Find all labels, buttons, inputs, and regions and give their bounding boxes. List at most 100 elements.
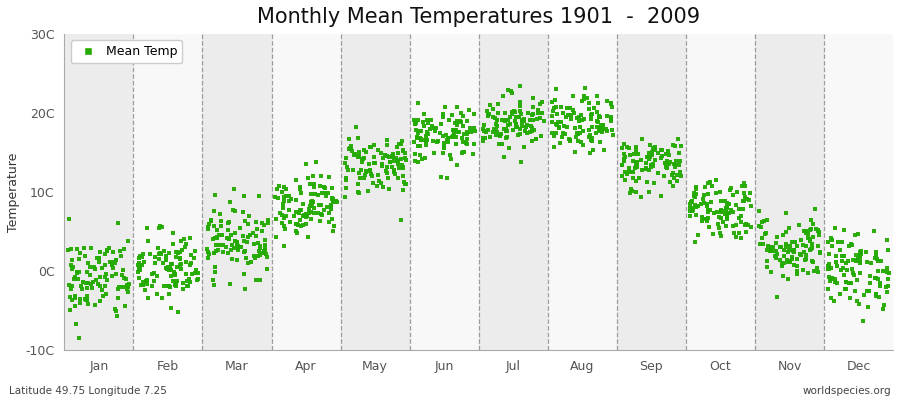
Point	[617, 156, 632, 162]
Point	[443, 152, 457, 158]
Point	[492, 133, 507, 140]
Point	[436, 144, 451, 151]
Point	[788, 238, 802, 245]
Point	[764, 269, 778, 275]
Point	[208, 192, 222, 198]
Point	[341, 136, 356, 142]
Point	[341, 167, 356, 174]
Point	[838, 260, 852, 266]
Point	[94, 287, 109, 293]
Point	[722, 201, 736, 207]
Point	[190, 269, 204, 276]
Point	[735, 198, 750, 204]
Point	[781, 247, 796, 254]
Point	[184, 260, 199, 266]
Point	[531, 107, 545, 113]
Point	[505, 90, 519, 96]
Point	[604, 117, 618, 124]
Point	[185, 271, 200, 277]
Point	[460, 130, 474, 137]
Point	[591, 119, 606, 126]
Point	[466, 124, 481, 131]
Point	[306, 181, 320, 188]
Point	[752, 223, 766, 229]
Point	[446, 128, 461, 134]
Point	[526, 117, 540, 124]
Point	[616, 157, 631, 164]
Point	[62, 282, 77, 288]
Point	[109, 256, 123, 263]
Point	[796, 267, 811, 273]
Point	[552, 125, 566, 131]
Point	[356, 174, 371, 181]
Point	[835, 239, 850, 245]
Point	[597, 122, 611, 128]
Point	[659, 164, 673, 170]
Point	[517, 116, 531, 123]
Point	[418, 110, 432, 117]
Point	[237, 193, 251, 200]
Point	[592, 113, 607, 119]
Point	[289, 197, 303, 203]
Point	[798, 242, 813, 249]
Point	[106, 249, 121, 256]
Point	[862, 280, 877, 286]
Point	[604, 114, 618, 120]
Point	[427, 150, 441, 156]
Point	[725, 192, 740, 198]
Point	[430, 139, 445, 145]
Point	[418, 133, 433, 139]
Point	[104, 262, 119, 269]
Point	[112, 248, 127, 254]
Point	[163, 284, 177, 291]
Point	[168, 282, 183, 288]
Point	[880, 237, 895, 244]
Point	[525, 128, 539, 134]
Point	[615, 162, 629, 168]
Point	[695, 218, 709, 224]
Point	[104, 259, 118, 265]
Point	[688, 212, 703, 218]
Point	[829, 259, 843, 266]
Legend: Mean Temp: Mean Temp	[70, 40, 182, 63]
Point	[709, 177, 724, 183]
Point	[763, 248, 778, 254]
Point	[364, 171, 378, 177]
Point	[572, 130, 587, 136]
Point	[105, 273, 120, 279]
Point	[821, 263, 835, 269]
Point	[257, 242, 272, 248]
Point	[119, 276, 133, 282]
Point	[136, 279, 150, 285]
Point	[182, 276, 196, 282]
Point	[794, 252, 808, 258]
Point	[514, 123, 528, 129]
Point	[548, 85, 562, 92]
Point	[386, 154, 400, 160]
Point	[726, 209, 741, 216]
Point	[289, 209, 303, 216]
Point	[274, 189, 289, 196]
Point	[544, 119, 559, 126]
Point	[850, 231, 865, 237]
Point	[289, 221, 303, 227]
Point	[844, 280, 859, 286]
Point	[240, 234, 255, 240]
Point	[371, 172, 385, 179]
Point	[277, 223, 292, 230]
Point	[807, 206, 822, 213]
Point	[519, 130, 534, 136]
Point	[230, 257, 244, 264]
Point	[114, 253, 129, 259]
Point	[108, 306, 122, 313]
Point	[100, 248, 114, 254]
Point	[224, 256, 238, 262]
Point	[94, 264, 109, 271]
Point	[391, 161, 405, 167]
Point	[714, 232, 728, 239]
Point	[478, 135, 492, 141]
Point	[776, 232, 790, 238]
Point	[714, 209, 728, 215]
Point	[241, 221, 256, 227]
Point	[697, 192, 711, 199]
